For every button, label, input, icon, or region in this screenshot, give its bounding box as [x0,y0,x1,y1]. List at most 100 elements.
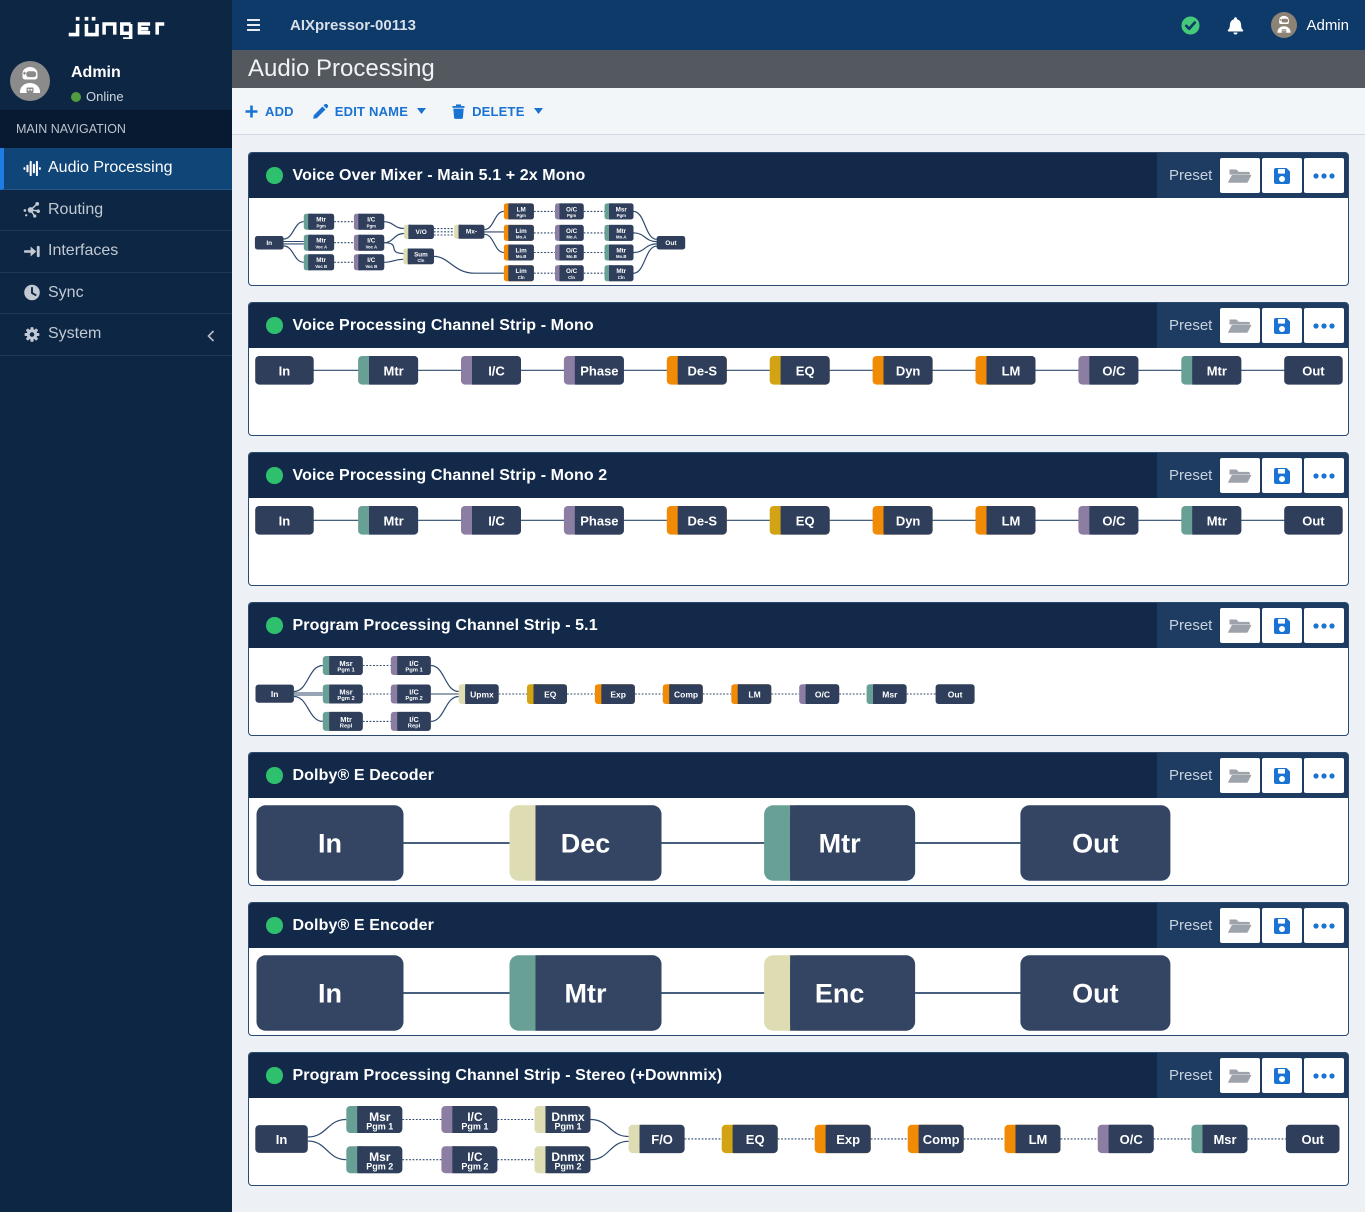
svg-text:Pgm: Pgm [367,223,376,228]
svg-text:LM: LM [1002,363,1021,378]
svg-text:O/C: O/C [566,228,578,235]
svg-text:I/C: I/C [488,363,505,378]
svg-text:O/C: O/C [1102,513,1126,528]
svg-text:Dec: Dec [561,829,611,859]
svg-text:Msr: Msr [1213,1132,1236,1147]
svg-text:LM: LM [1029,1132,1048,1147]
svg-text:Mtr: Mtr [340,715,352,724]
svg-text:Mx-: Mx- [466,229,477,236]
svg-text:Cln: Cln [417,258,424,263]
svg-text:Msr: Msr [339,688,352,697]
svg-text:Out: Out [1302,1132,1325,1147]
svg-text:F/O: F/O [651,1132,673,1147]
svg-text:Out: Out [948,690,963,700]
svg-text:LM: LM [748,690,760,700]
svg-text:Mtr: Mtr [383,513,403,528]
svg-text:EQ: EQ [746,1132,765,1147]
svg-text:I/C: I/C [488,513,505,528]
svg-text:I/C: I/C [467,1110,483,1124]
svg-text:LM: LM [1002,513,1021,528]
svg-text:EQ: EQ [796,363,815,378]
svg-text:Pgm 1: Pgm 1 [337,667,355,673]
svg-text:De-S: De-S [687,513,717,528]
svg-text:Pgm: Pgm [317,223,326,228]
svg-text:Mtr: Mtr [383,363,403,378]
svg-text:Out: Out [1302,363,1325,378]
svg-text:O/C: O/C [1120,1132,1144,1147]
svg-text:Phase: Phase [580,513,618,528]
svg-text:O/C: O/C [815,690,830,700]
svg-text:I/C: I/C [409,688,419,697]
svg-text:Out: Out [1072,979,1119,1009]
svg-text:Mtr: Mtr [316,257,326,264]
svg-text:EQ: EQ [796,513,815,528]
svg-text:Mo.A: Mo.A [516,235,527,240]
svg-text:In: In [279,363,291,378]
svg-text:Msr: Msr [339,659,352,668]
svg-text:Dnmx: Dnmx [551,1110,585,1124]
svg-text:Sum: Sum [414,251,428,258]
svg-text:Voc B: Voc B [315,264,327,269]
svg-text:Lim: Lim [516,247,528,254]
svg-text:Lim: Lim [516,268,528,275]
svg-text:Pgm 1: Pgm 1 [366,1122,393,1132]
svg-text:Mo.B: Mo.B [516,254,527,259]
svg-text:Dyn: Dyn [896,513,921,528]
svg-text:Upmx: Upmx [470,690,494,700]
svg-text:Voc A: Voc A [365,244,377,249]
svg-text:I/C: I/C [467,1150,483,1164]
svg-text:In: In [266,240,272,247]
svg-text:Pgm: Pgm [516,213,525,218]
svg-text:Mtr: Mtr [819,829,861,859]
svg-text:O/C: O/C [1102,363,1126,378]
svg-text:Msr: Msr [616,206,628,213]
svg-text:Enc: Enc [815,979,865,1009]
svg-text:I/C: I/C [367,238,375,245]
svg-text:Msr: Msr [369,1110,391,1124]
svg-text:I/C: I/C [367,257,375,264]
svg-text:Out: Out [665,240,677,247]
svg-text:Repl: Repl [340,723,353,729]
svg-text:Mtr: Mtr [316,238,326,245]
svg-text:In: In [318,829,342,859]
svg-text:Mtr: Mtr [1207,363,1227,378]
svg-text:Dyn: Dyn [896,363,921,378]
svg-text:Mtr: Mtr [1207,513,1227,528]
svg-text:Pgm 2: Pgm 2 [461,1162,488,1172]
svg-text:Dnmx: Dnmx [551,1150,585,1164]
svg-text:Pgm 2: Pgm 2 [366,1162,393,1172]
svg-text:Voc B: Voc B [365,264,377,269]
svg-text:I/C: I/C [409,715,419,724]
svg-text:Pgm 2: Pgm 2 [337,696,354,702]
svg-text:Mo.A: Mo.A [616,235,627,240]
svg-text:Msr: Msr [882,690,898,700]
svg-text:Msr: Msr [369,1150,391,1164]
svg-text:Comp: Comp [923,1132,960,1147]
svg-text:Pgm 1: Pgm 1 [405,667,423,673]
svg-text:In: In [279,513,291,528]
svg-text:Pgm 1: Pgm 1 [461,1122,488,1132]
svg-text:Exp: Exp [610,690,626,700]
svg-text:Out: Out [1072,829,1119,859]
svg-text:Pgm 1: Pgm 1 [554,1122,581,1132]
svg-text:De-S: De-S [687,363,717,378]
svg-text:Mtr: Mtr [616,247,626,254]
svg-text:Pgm 2: Pgm 2 [554,1162,581,1172]
svg-text:Phase: Phase [580,363,618,378]
svg-text:In: In [271,689,279,699]
svg-text:Voc A: Voc A [315,244,327,249]
svg-text:Out: Out [1302,513,1325,528]
svg-text:Pgm: Pgm [617,213,626,218]
svg-text:Cln: Cln [518,275,525,280]
svg-text:Comp: Comp [674,690,698,700]
svg-text:I/C: I/C [367,217,375,224]
svg-text:Lim: Lim [516,228,528,235]
svg-text:Repl: Repl [408,723,421,729]
svg-text:Pgm 2: Pgm 2 [405,696,422,702]
svg-text:Mtr: Mtr [616,228,626,235]
svg-text:In: In [318,979,342,1009]
svg-text:In: In [276,1132,288,1147]
svg-text:Cln: Cln [568,275,575,280]
svg-text:Mtr: Mtr [565,979,607,1009]
svg-text:O/C: O/C [566,206,578,213]
